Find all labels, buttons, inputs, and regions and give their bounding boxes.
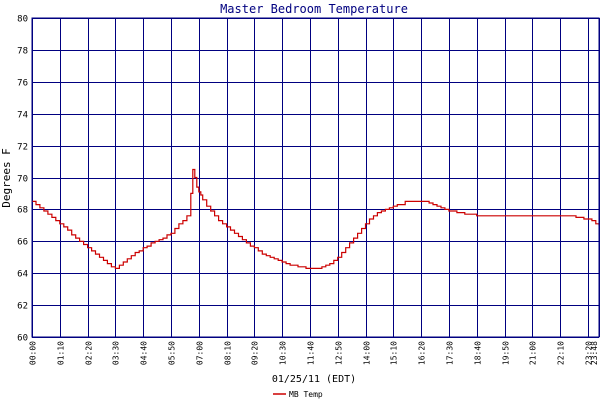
x-tick-label-0: 00:00 [29,341,38,365]
x-tick-label-12: 14:00 [363,341,372,365]
legend-label-mb-temp: MB Temp [289,390,323,399]
x-tick-label-11: 12:50 [335,341,344,365]
x-tick-label-20: 23:20 [585,341,594,365]
x-tick-label-13: 15:10 [390,341,399,365]
y-tick-label-76: 76 [17,79,28,89]
plot-area [31,17,600,338]
x-tick-label-18: 21:00 [529,341,538,365]
x-tick-label-1: 01:10 [57,341,66,365]
y-tick-label-62: 62 [17,302,28,312]
plot-background [32,18,599,337]
x-tick-label-17: 19:50 [502,341,511,365]
x-tick-label-2: 02:20 [85,341,94,365]
y-tick-label-68: 68 [17,206,28,216]
x-tick-label-9: 10:30 [279,341,288,365]
y-tick-label-78: 78 [17,47,28,57]
x-tick-label-16: 18:40 [474,341,483,365]
x-tick-label-15: 17:30 [446,341,455,365]
y-tick-label-74: 74 [17,111,28,121]
series-line-0 [32,168,600,269]
y-tick-label-66: 66 [17,238,28,248]
x-tick-label-10: 11:40 [307,341,316,365]
x-tick-label-5: 05:50 [168,341,177,365]
y-tick-label-72: 72 [17,143,28,153]
x-tick-label-21: 23:48 [590,341,599,365]
y-tick-label-60: 60 [17,334,28,344]
chart-title: Master Bedroom Temperature [220,2,408,16]
x-tick-label-8: 09:20 [251,341,260,365]
y-axis-label: Degrees F [0,148,13,208]
y-tick-label-64: 64 [17,270,28,280]
plot-border [31,17,600,338]
x-tick-label-7: 08:10 [224,341,233,365]
x-axis-label: 01/25/11 (EDT) [272,374,356,385]
x-tick-label-19: 22:10 [557,341,566,365]
series-layer [32,168,600,269]
x-tick-label-3: 03:30 [112,341,121,365]
legend: MB Temp [273,390,323,399]
x-tick-label-14: 16:20 [418,341,427,365]
y-axis-ticks: 60 62 64 66 68 70 72 74 76 78 80 [17,15,28,344]
x-tick-label-4: 04:40 [140,341,149,365]
y-tick-label-80: 80 [17,15,28,25]
y-tick-label-70: 70 [17,175,28,185]
x-axis-ticks: 00:00 01:10 02:20 03:30 04:40 05:50 07:00 08:10… [29,341,600,365]
x-tick-label-6: 07:00 [196,341,205,365]
